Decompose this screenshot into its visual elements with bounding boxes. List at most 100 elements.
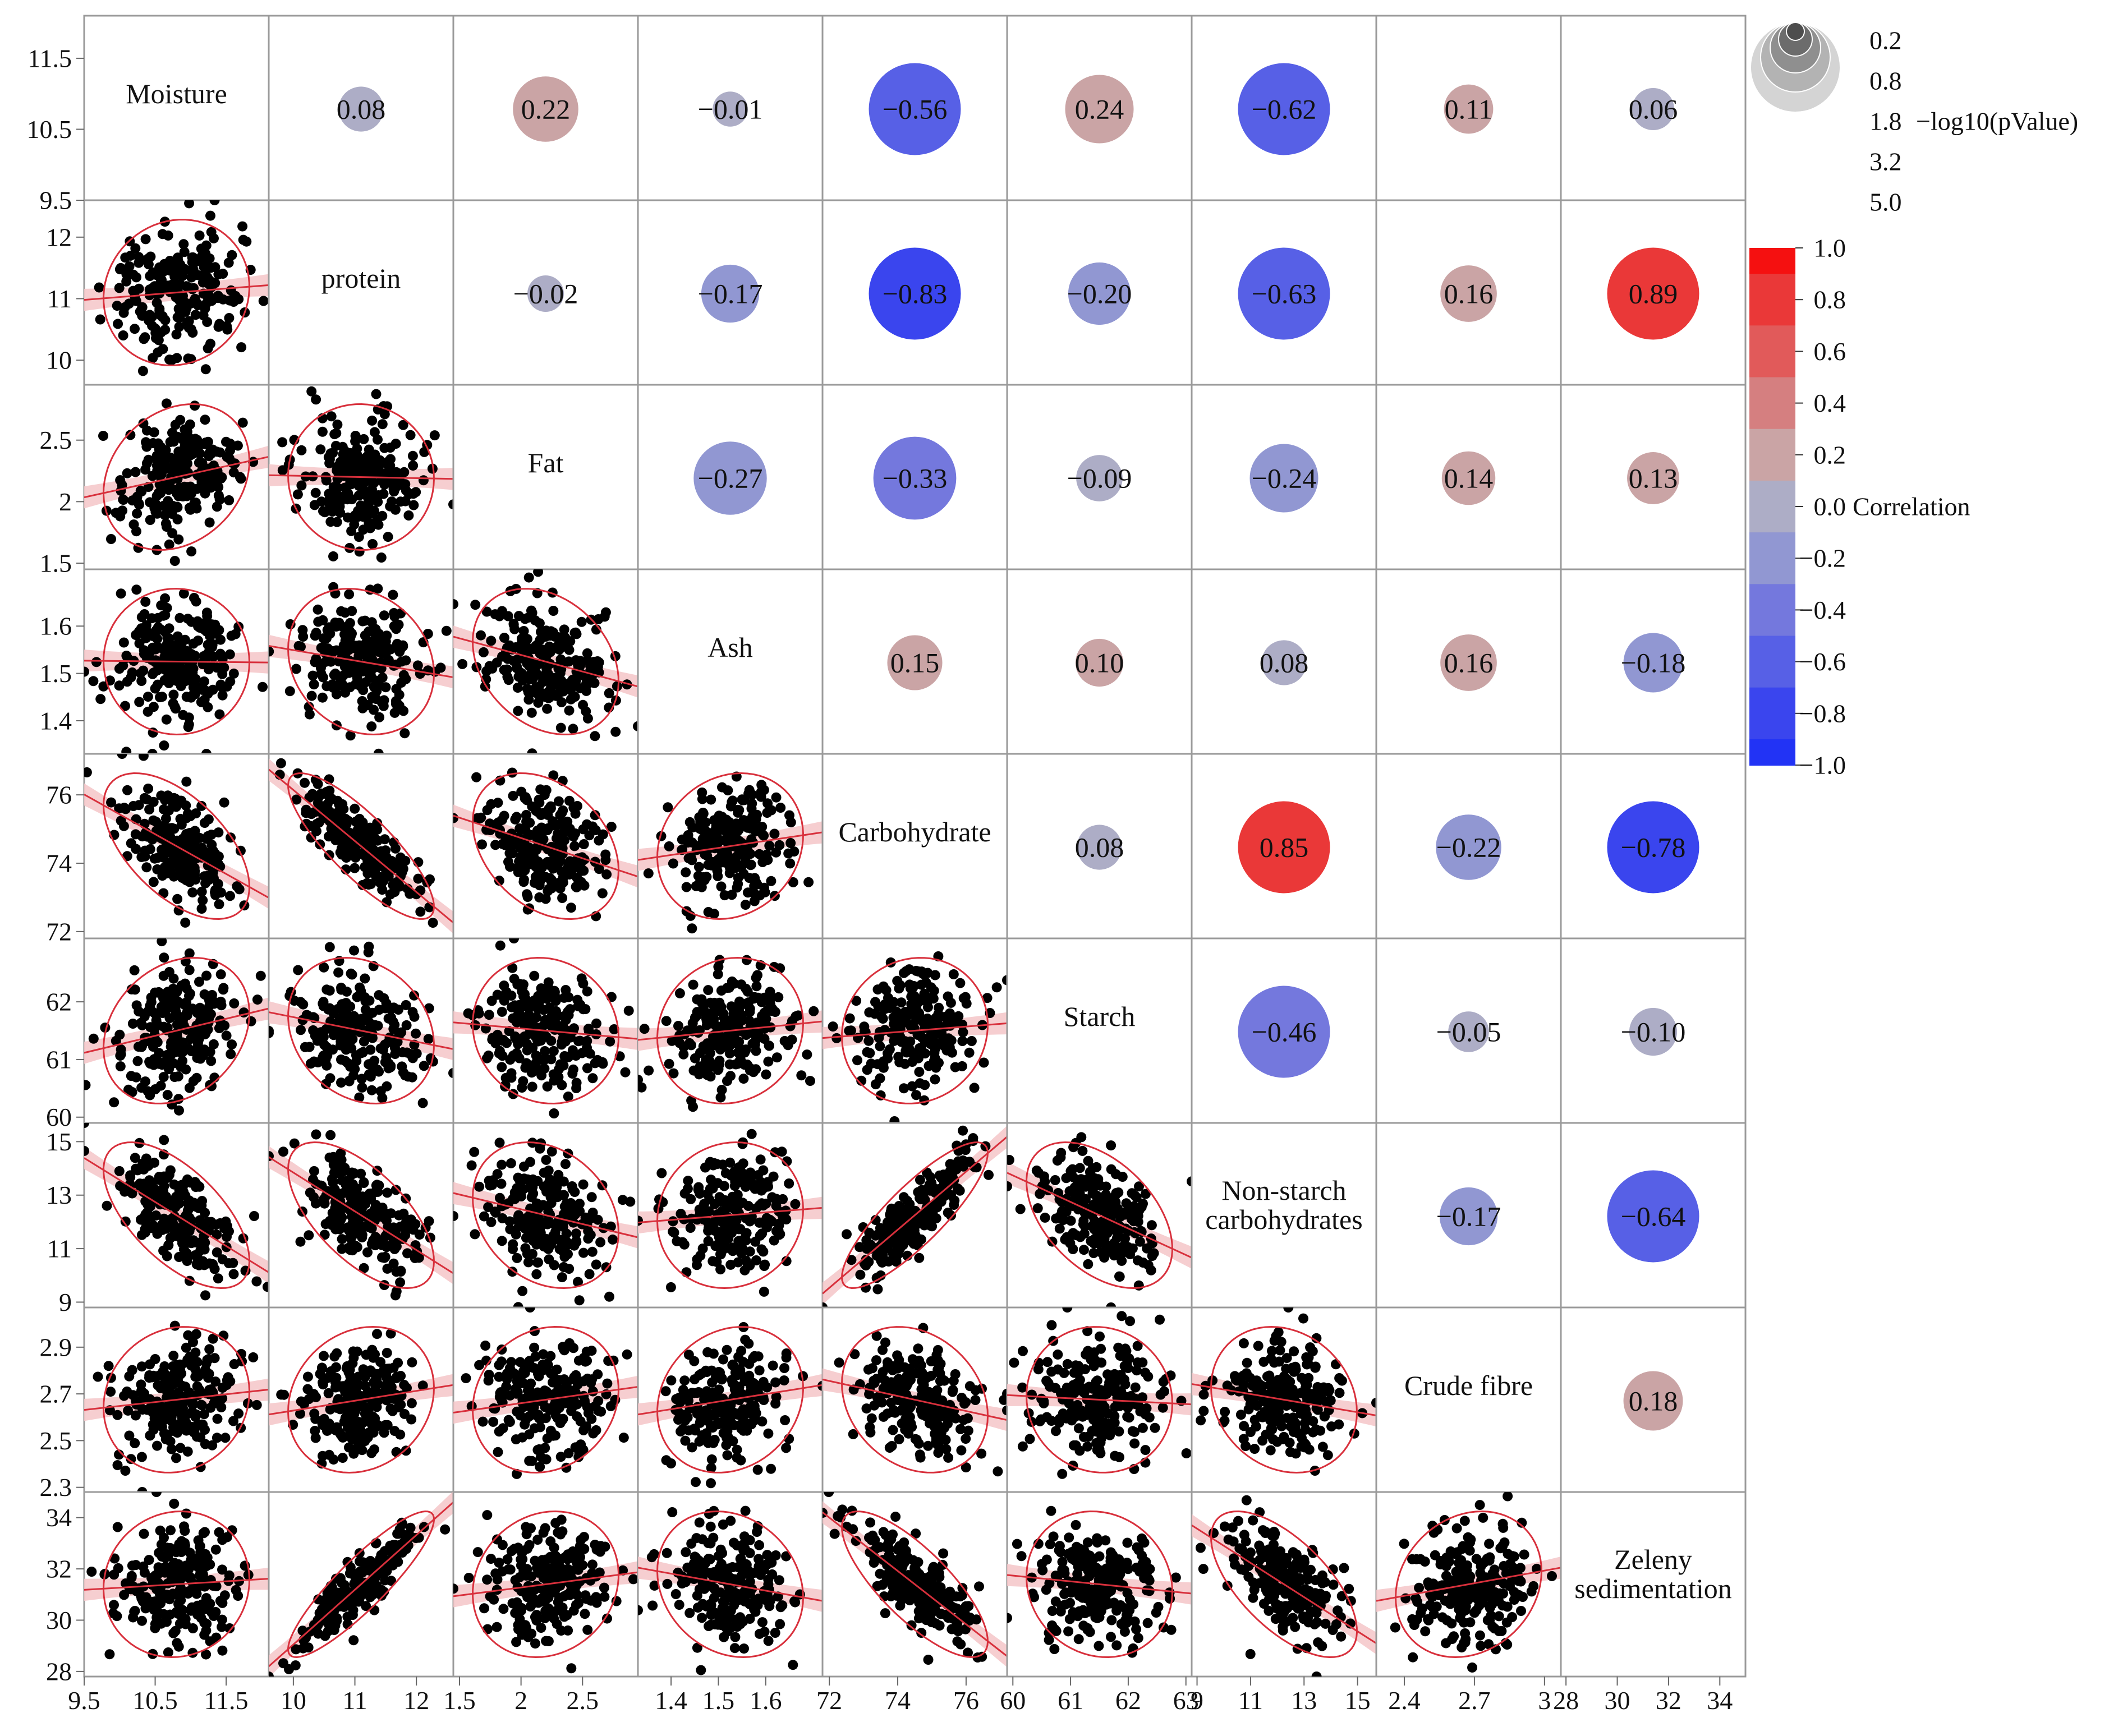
- data-point: [532, 1004, 543, 1015]
- data-point: [497, 1159, 507, 1170]
- data-point: [499, 633, 509, 643]
- data-point: [693, 822, 704, 833]
- data-point: [338, 449, 348, 459]
- cell-2-4: −0.33: [821, 384, 1008, 570]
- data-point: [369, 704, 379, 715]
- data-point: [523, 1002, 534, 1013]
- data-point: [505, 862, 515, 872]
- data-point: [379, 1253, 390, 1263]
- data-point: [318, 1001, 329, 1011]
- data-point: [186, 1034, 196, 1044]
- data-point: [567, 1181, 577, 1191]
- data-point: [686, 1095, 697, 1106]
- data-point: [529, 970, 540, 981]
- data-point: [578, 1247, 589, 1258]
- data-point: [608, 1234, 618, 1245]
- data-point: [167, 823, 177, 834]
- data-point: [512, 661, 522, 672]
- data-point: [401, 1000, 411, 1010]
- density-ellipse: [102, 587, 251, 736]
- data-point: [687, 923, 697, 934]
- data-point: [946, 1159, 956, 1169]
- correlation-label: −0.02: [513, 278, 578, 310]
- data-point: [228, 1258, 238, 1268]
- data-point: [536, 1070, 547, 1081]
- data-point: [512, 683, 523, 693]
- data-point: [715, 1092, 726, 1103]
- data-point: [554, 1064, 564, 1075]
- data-point: [409, 990, 420, 1001]
- data-point: [969, 1162, 980, 1172]
- data-point: [167, 509, 177, 519]
- data-point: [311, 826, 321, 836]
- data-point: [295, 997, 306, 1007]
- data-point: [291, 664, 301, 674]
- data-point: [344, 625, 355, 636]
- correlation-label: −0.27: [698, 463, 763, 494]
- data-point: [805, 1076, 815, 1086]
- data-point: [121, 804, 131, 814]
- data-point: [1031, 1165, 1042, 1176]
- data-point: [374, 1066, 384, 1077]
- data-point: [904, 964, 915, 975]
- data-point: [774, 1220, 784, 1231]
- data-point: [161, 1223, 172, 1234]
- data-point: [643, 868, 654, 879]
- data-point: [387, 1231, 397, 1242]
- data-point: [367, 855, 378, 866]
- data-point: [1123, 1242, 1133, 1253]
- data-point: [224, 495, 235, 505]
- data-point: [759, 1286, 769, 1297]
- data-point: [548, 606, 559, 616]
- data-point: [1064, 1186, 1075, 1196]
- data-point: [153, 347, 163, 358]
- data-point: [131, 1000, 142, 1011]
- correlation-label: 0.24: [1075, 94, 1124, 125]
- data-point: [214, 899, 224, 910]
- data-point: [353, 464, 364, 475]
- correlation-label: −0.56: [883, 94, 948, 125]
- data-point: [140, 1076, 150, 1087]
- data-point: [741, 1181, 751, 1192]
- data-point: [317, 692, 328, 703]
- data-point: [514, 1053, 525, 1063]
- data-point: [373, 748, 384, 754]
- data-point: [95, 694, 106, 704]
- data-point: [582, 648, 592, 659]
- data-point: [139, 334, 149, 344]
- data-point: [1088, 1248, 1099, 1258]
- data-point: [470, 1229, 480, 1240]
- data-point: [961, 998, 972, 1009]
- correlation-label: −0.62: [1252, 94, 1317, 125]
- data-point: [557, 1218, 568, 1228]
- data-point: [481, 606, 492, 617]
- data-point: [872, 984, 883, 995]
- data-point: [477, 839, 487, 850]
- cell-2-7: 0.14: [1375, 384, 1562, 570]
- correlation-bubble: [701, 264, 760, 323]
- data-point: [1126, 1214, 1137, 1224]
- data-point: [950, 1062, 961, 1072]
- data-point: [856, 1075, 867, 1086]
- data-point: [533, 1257, 543, 1268]
- correlation-label: 0.08: [1260, 647, 1309, 679]
- variable-label: Non-starch: [1221, 1175, 1346, 1206]
- data-point: [484, 1010, 494, 1020]
- data-point: [363, 947, 374, 957]
- data-point: [741, 955, 752, 965]
- data-point: [169, 1072, 180, 1083]
- data-point: [376, 878, 387, 888]
- data-point: [863, 1256, 874, 1267]
- data-point: [402, 1248, 412, 1259]
- data-point: [751, 1064, 761, 1075]
- data-point: [911, 1090, 921, 1100]
- data-point: [153, 987, 164, 997]
- data-point: [374, 1180, 384, 1191]
- correlation-bubble: [338, 86, 384, 132]
- data-point: [721, 1233, 732, 1244]
- data-point: [180, 1190, 191, 1201]
- data-point: [228, 467, 239, 478]
- data-point: [190, 1177, 200, 1187]
- fit-line: [269, 1011, 453, 1050]
- data-point: [497, 1062, 507, 1072]
